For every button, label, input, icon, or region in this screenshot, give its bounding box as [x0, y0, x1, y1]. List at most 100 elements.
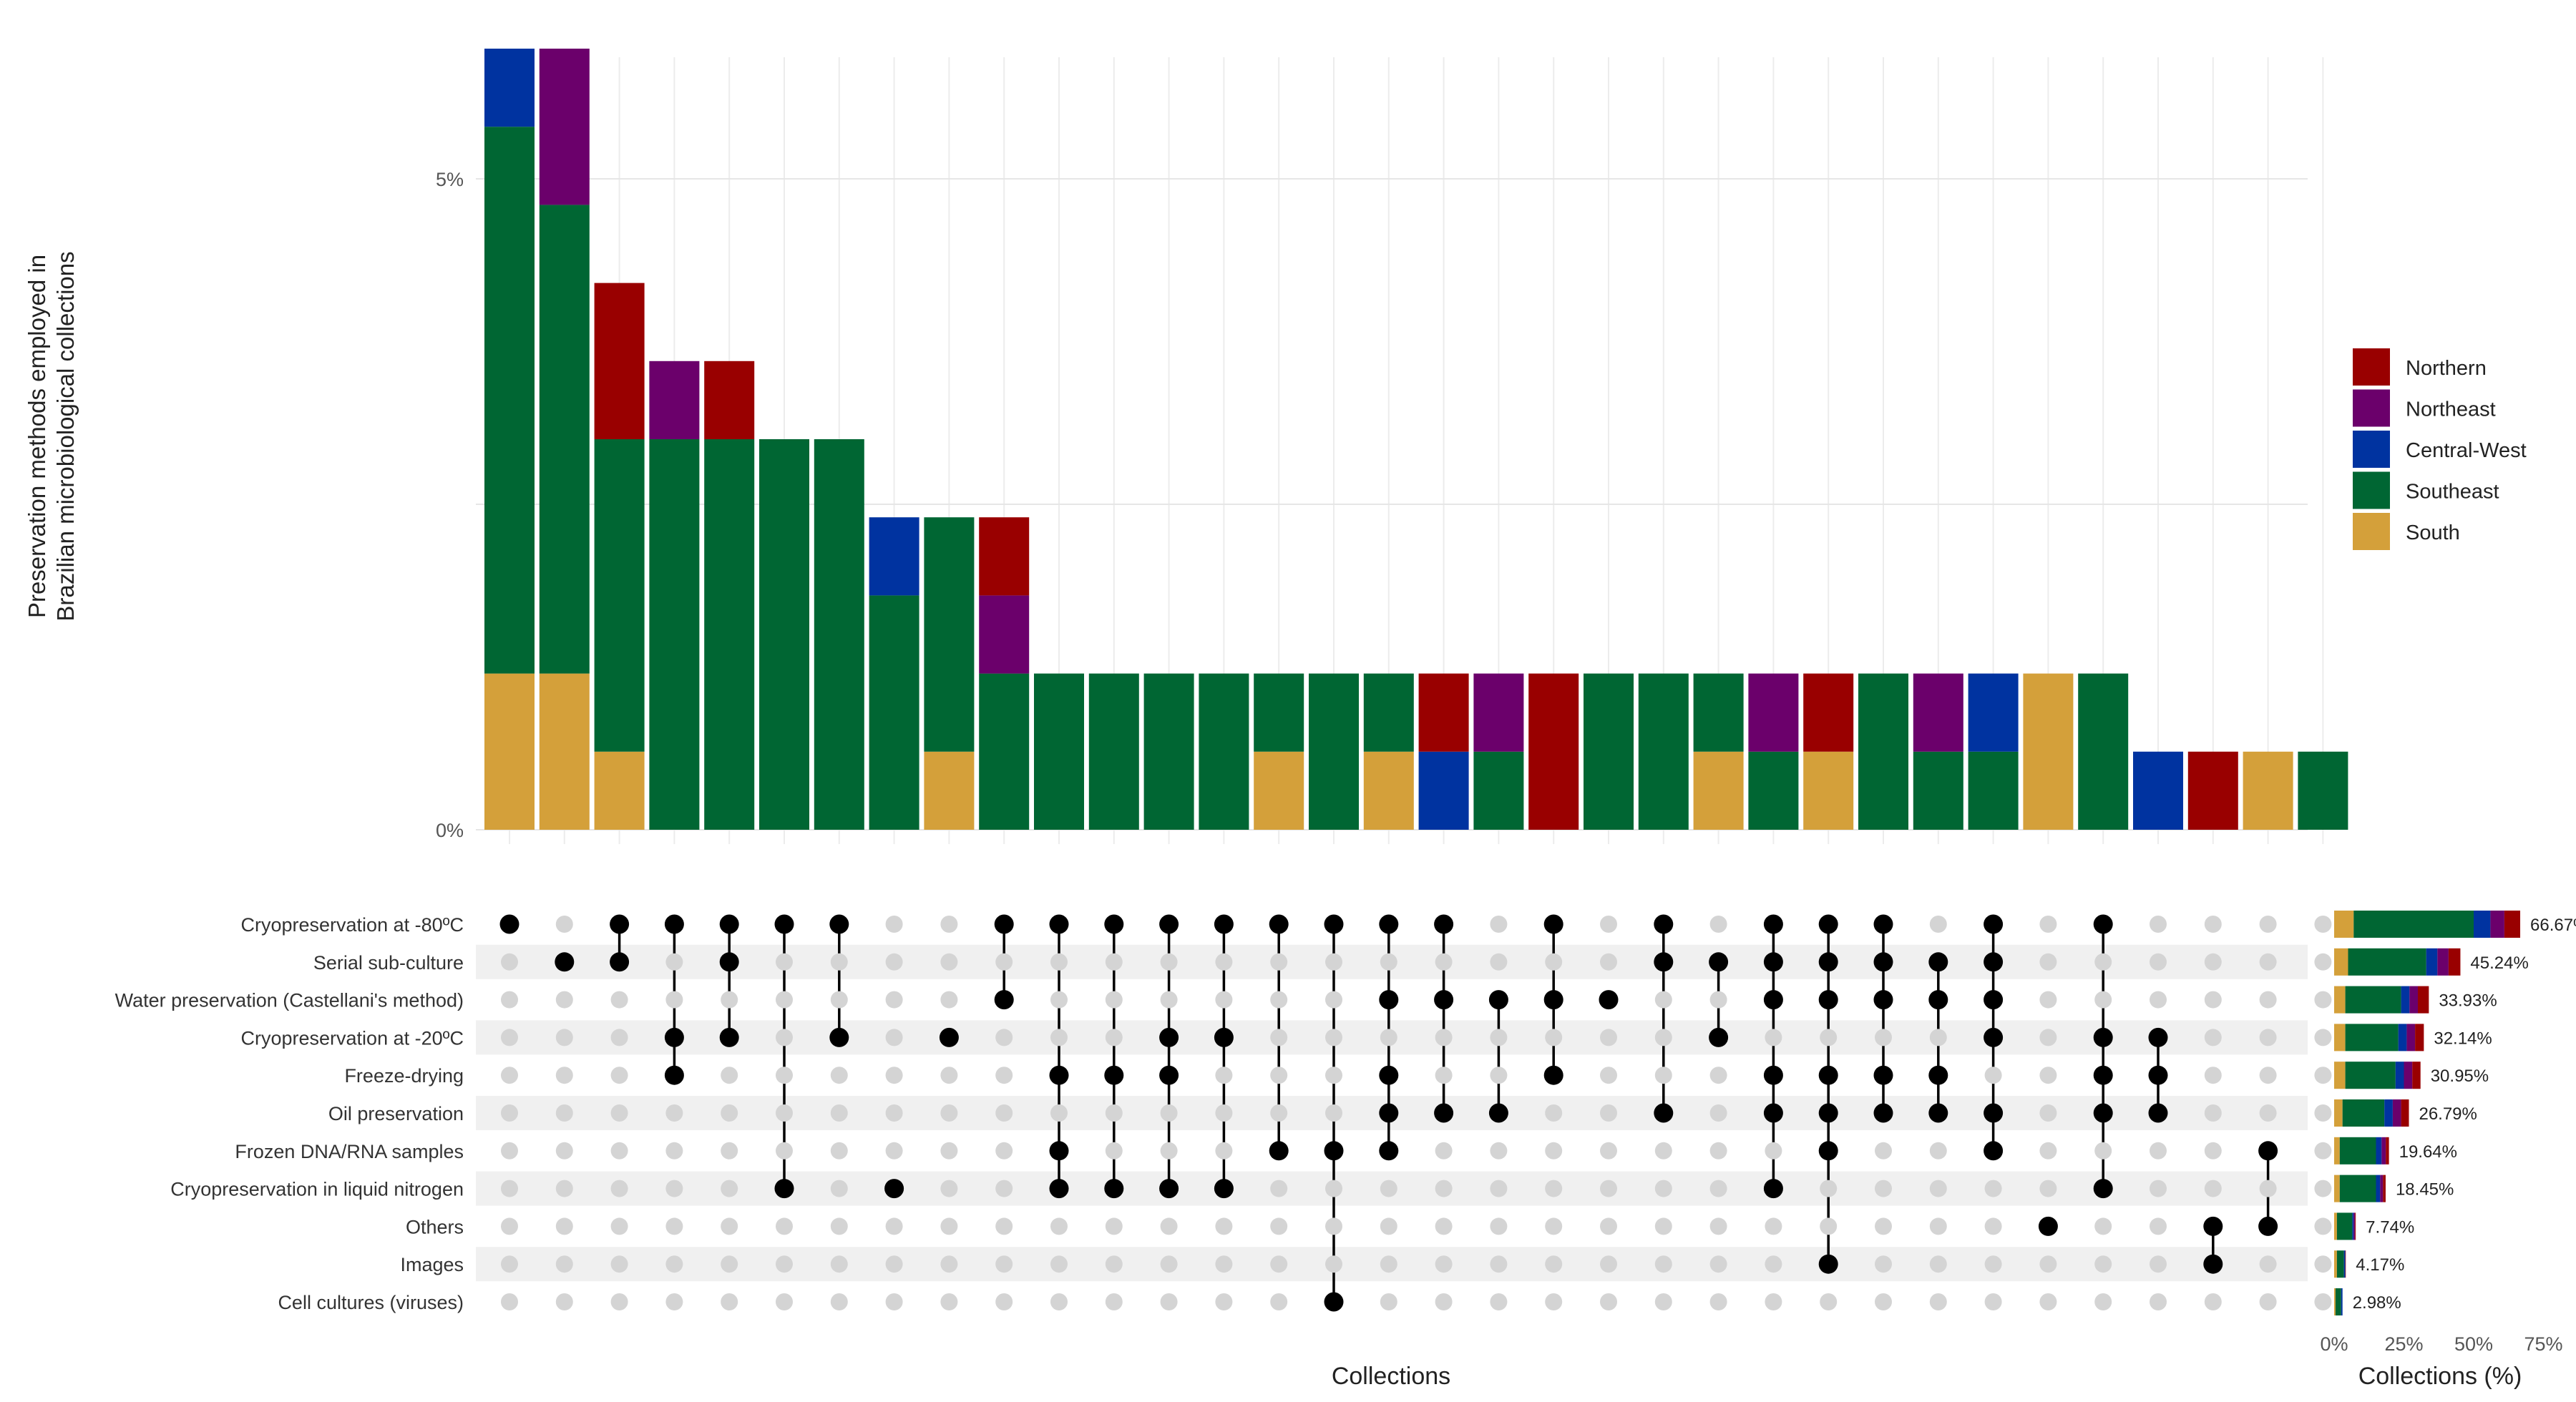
matrix-dot-empty	[1600, 953, 1617, 971]
matrix-dot-empty	[995, 1067, 1013, 1084]
matrix-dot-filled	[719, 1027, 739, 1047]
side-bar-segment-northern	[2448, 948, 2461, 976]
matrix-dot-filled	[1434, 990, 1454, 1010]
matrix-dot-empty	[940, 1142, 958, 1160]
matrix-dot-filled	[555, 952, 575, 972]
side-bar-segment-northeast	[2437, 948, 2449, 976]
matrix-dot-filled	[1434, 914, 1454, 934]
matrix-dot-empty	[2314, 1293, 2332, 1310]
matrix-dot-empty	[1490, 1255, 1508, 1273]
side-bar-segment-northeast	[2409, 986, 2418, 1014]
matrix-dot-empty	[1765, 1217, 1782, 1235]
side-tick-label: 0%	[2320, 1333, 2348, 1355]
matrix-dot-filled	[1928, 990, 1948, 1010]
matrix-dot-empty	[885, 1255, 903, 1273]
matrix-dot-empty	[2204, 1067, 2222, 1084]
matrix-dot-empty	[2314, 1029, 2332, 1046]
matrix-dot-empty	[1875, 1217, 1892, 1235]
matrix-dot-empty	[1050, 991, 1068, 1009]
side-bar-segment-central-west	[2343, 1250, 2346, 1278]
matrix-dot-empty	[2150, 1293, 2167, 1310]
matrix-dot-empty	[940, 1104, 958, 1122]
matrix-dot-filled	[719, 914, 739, 934]
matrix-dot-empty	[721, 1255, 738, 1273]
bar-segment-northern	[1528, 673, 1579, 830]
matrix-dot-empty	[995, 1180, 1013, 1197]
side-bar-label: 66.67%	[2530, 916, 2576, 935]
matrix-dot-empty	[1654, 1029, 1672, 1046]
matrix-dot-empty	[610, 1293, 628, 1310]
side-axis-title: Collections (%)	[2358, 1363, 2522, 1390]
x-axis-title: Collections	[1332, 1363, 1450, 1390]
matrix-dot-empty	[1600, 1217, 1617, 1235]
matrix-dot-empty	[721, 1067, 738, 1084]
bar-segment-south	[1363, 751, 1414, 830]
matrix-dot-empty	[2039, 1067, 2057, 1084]
side-tick-label: 25%	[2384, 1333, 2423, 1355]
matrix-dot-filled	[1543, 990, 1563, 1010]
matrix-dot-empty	[2259, 991, 2277, 1009]
matrix-dot-empty	[1709, 1255, 1727, 1273]
matrix-dot-filled	[1654, 952, 1674, 972]
matrix-dot-filled	[1818, 1254, 1838, 1274]
matrix-dot-empty	[995, 1142, 1013, 1160]
matrix-dot-empty	[1765, 1293, 1782, 1310]
matrix-dot-empty	[1270, 1217, 1288, 1235]
y-tick-label: 0%	[436, 820, 464, 841]
matrix-dot-filled	[1984, 1103, 2004, 1123]
matrix-dot-empty	[885, 1293, 903, 1310]
matrix-dot-empty	[665, 1217, 683, 1235]
matrix-dot-filled	[2203, 1254, 2223, 1274]
bar-segment-central-west	[484, 49, 535, 127]
matrix-dot-filled	[1488, 990, 1508, 1010]
bar-segment-south	[1803, 751, 1854, 830]
matrix-dot-empty	[1490, 1067, 1508, 1084]
bar-segment-northeast	[979, 595, 1030, 674]
matrix-dot-empty	[940, 916, 958, 933]
matrix-dot-empty	[885, 1142, 903, 1160]
matrix-dot-filled	[1049, 1179, 1069, 1199]
matrix-dot-empty	[940, 1180, 958, 1197]
matrix-dot-filled	[1763, 990, 1783, 1010]
matrix-dot-empty	[1215, 1142, 1233, 1160]
matrix-dot-empty	[2150, 953, 2167, 971]
matrix-dot-empty	[1050, 1029, 1068, 1046]
side-bar-segment-northeast	[2381, 1137, 2386, 1165]
set-label: Oil preservation	[328, 1103, 464, 1124]
side-bar-segment-south	[2334, 986, 2346, 1014]
matrix-dot-empty	[2314, 1142, 2332, 1160]
matrix-dot-filled	[1269, 1141, 1289, 1161]
legend-swatch-central-west	[2353, 431, 2390, 468]
matrix-dot-filled	[1269, 914, 1289, 934]
matrix-dot-empty	[2039, 953, 2057, 971]
matrix-dot-empty	[610, 1104, 628, 1122]
matrix-dot-empty	[1325, 1104, 1342, 1122]
legend-label-south: South	[2406, 521, 2460, 544]
matrix-dot-empty	[2150, 916, 2167, 933]
matrix-dot-empty	[2314, 953, 2332, 971]
bar-segment-northeast	[1473, 673, 1524, 752]
matrix-dot-empty	[721, 1104, 738, 1122]
matrix-dot-empty	[555, 1217, 573, 1235]
matrix-dot-empty	[885, 1067, 903, 1084]
matrix-dot-filled	[2093, 1065, 2113, 1085]
matrix-dot-empty	[1709, 991, 1727, 1009]
matrix-dot-empty	[940, 991, 958, 1009]
bar-segment-southeast	[649, 439, 700, 830]
matrix-dot-filled	[1709, 1027, 1729, 1047]
matrix-dot-filled	[664, 1065, 684, 1085]
matrix-dot-empty	[776, 1293, 793, 1310]
matrix-dot-empty	[2204, 1180, 2222, 1197]
matrix-dot-filled	[1379, 1103, 1399, 1123]
matrix-dot-filled	[1543, 1065, 1563, 1085]
matrix-dot-empty	[940, 1067, 958, 1084]
side-bar-segment-northern	[2386, 1137, 2389, 1165]
side-bar-segment-south	[2334, 1137, 2340, 1165]
matrix-dot-empty	[1490, 1217, 1508, 1235]
matrix-dot-empty	[501, 953, 518, 971]
side-bar-segment-southeast	[2339, 1175, 2376, 1202]
set-label: Serial sub-culture	[313, 952, 464, 974]
matrix-dot-empty	[665, 1255, 683, 1273]
matrix-dot-empty	[665, 1104, 683, 1122]
side-bar-segment-northeast	[2406, 1024, 2416, 1052]
